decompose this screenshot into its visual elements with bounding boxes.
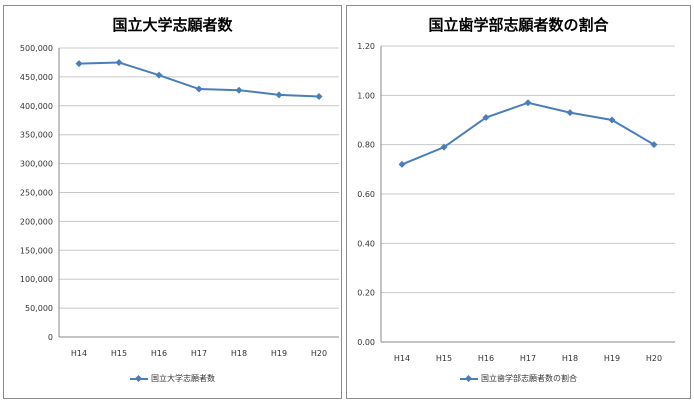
x-tick-label: H20 bbox=[311, 349, 327, 358]
legend-marker-icon bbox=[460, 374, 478, 383]
legend-label: 国立大学志願者数 bbox=[151, 374, 215, 383]
data-point bbox=[195, 85, 203, 93]
y-tick-label: 300,000 bbox=[20, 160, 53, 169]
data-point bbox=[315, 93, 323, 101]
x-tick-label: H20 bbox=[646, 354, 662, 363]
y-tick-label: 0.40 bbox=[357, 239, 375, 248]
legend-label: 国立歯学部志願者数の割合 bbox=[481, 374, 577, 383]
y-tick-label: 350,000 bbox=[20, 131, 53, 140]
x-tick-label: H14 bbox=[394, 354, 410, 363]
y-tick-label: 450,000 bbox=[20, 73, 53, 82]
chart-title: 国立歯学部志願者数の割合 bbox=[428, 16, 609, 34]
data-point bbox=[115, 58, 123, 66]
data-point bbox=[524, 99, 532, 107]
data-point bbox=[440, 143, 448, 151]
x-tick-label: H18 bbox=[231, 349, 247, 358]
y-tick-label: 150,000 bbox=[20, 246, 53, 255]
y-tick-label: 0 bbox=[48, 333, 53, 342]
y-tick-label: 250,000 bbox=[20, 189, 53, 198]
data-point bbox=[608, 116, 616, 124]
x-tick-label: H16 bbox=[151, 349, 167, 358]
chart-title: 国立大学志願者数 bbox=[112, 16, 233, 34]
x-tick-label: H16 bbox=[478, 354, 494, 363]
y-tick-label: 0.80 bbox=[357, 141, 375, 150]
x-tick-label: H15 bbox=[436, 354, 452, 363]
series-line bbox=[401, 101, 655, 166]
legend-marker-icon bbox=[130, 374, 148, 383]
y-tick-label: 50,000 bbox=[25, 304, 53, 313]
y-tick-label: 0.00 bbox=[357, 338, 375, 347]
data-point bbox=[398, 160, 406, 168]
y-tick-label: 0.60 bbox=[357, 190, 375, 199]
x-tick-label: H19 bbox=[271, 349, 287, 358]
chart-legend: 国立歯学部志願者数の割合 bbox=[347, 373, 690, 384]
x-tick-label: H17 bbox=[520, 354, 536, 363]
y-tick-label: 1.00 bbox=[357, 91, 375, 100]
line-chart-applicants: 0 50,000 100,000 150,000 200,000 250,000 300,0… bbox=[20, 44, 339, 358]
y-tick-label: 1.20 bbox=[357, 42, 375, 51]
y-tick-label: 200,000 bbox=[20, 217, 53, 226]
x-tick-label: H15 bbox=[111, 349, 127, 358]
chart-legend: 国立大学志願者数 bbox=[4, 373, 341, 384]
data-point bbox=[235, 86, 243, 94]
y-tick-label: 500,000 bbox=[20, 44, 53, 53]
y-tick-label: 0.20 bbox=[357, 289, 375, 298]
line-chart-ratio: 0.00 0.20 0.40 0.60 0.80 1.00 1.20 H14 H15 H16 H17… bbox=[357, 42, 675, 363]
data-point bbox=[155, 71, 163, 79]
x-tick-label: H14 bbox=[71, 349, 87, 358]
y-tick-label: 100,000 bbox=[20, 275, 53, 284]
data-point bbox=[650, 141, 658, 149]
data-point bbox=[275, 91, 283, 99]
x-tick-label: H18 bbox=[562, 354, 578, 363]
chart-panel-applicants: 国立大学志願者数 0 50,000 100,000 150,000 200,000 250… bbox=[3, 5, 342, 399]
x-tick-label: H19 bbox=[604, 354, 620, 363]
data-point bbox=[482, 114, 490, 122]
data-point bbox=[75, 60, 83, 68]
x-tick-label: H17 bbox=[191, 349, 207, 358]
y-tick-label: 400,000 bbox=[20, 102, 53, 111]
data-point bbox=[566, 109, 574, 117]
chart-panel-ratio: 国立歯学部志願者数の割合 0.00 0.20 0.40 0.60 0.80 1.00 1.2… bbox=[346, 5, 691, 399]
